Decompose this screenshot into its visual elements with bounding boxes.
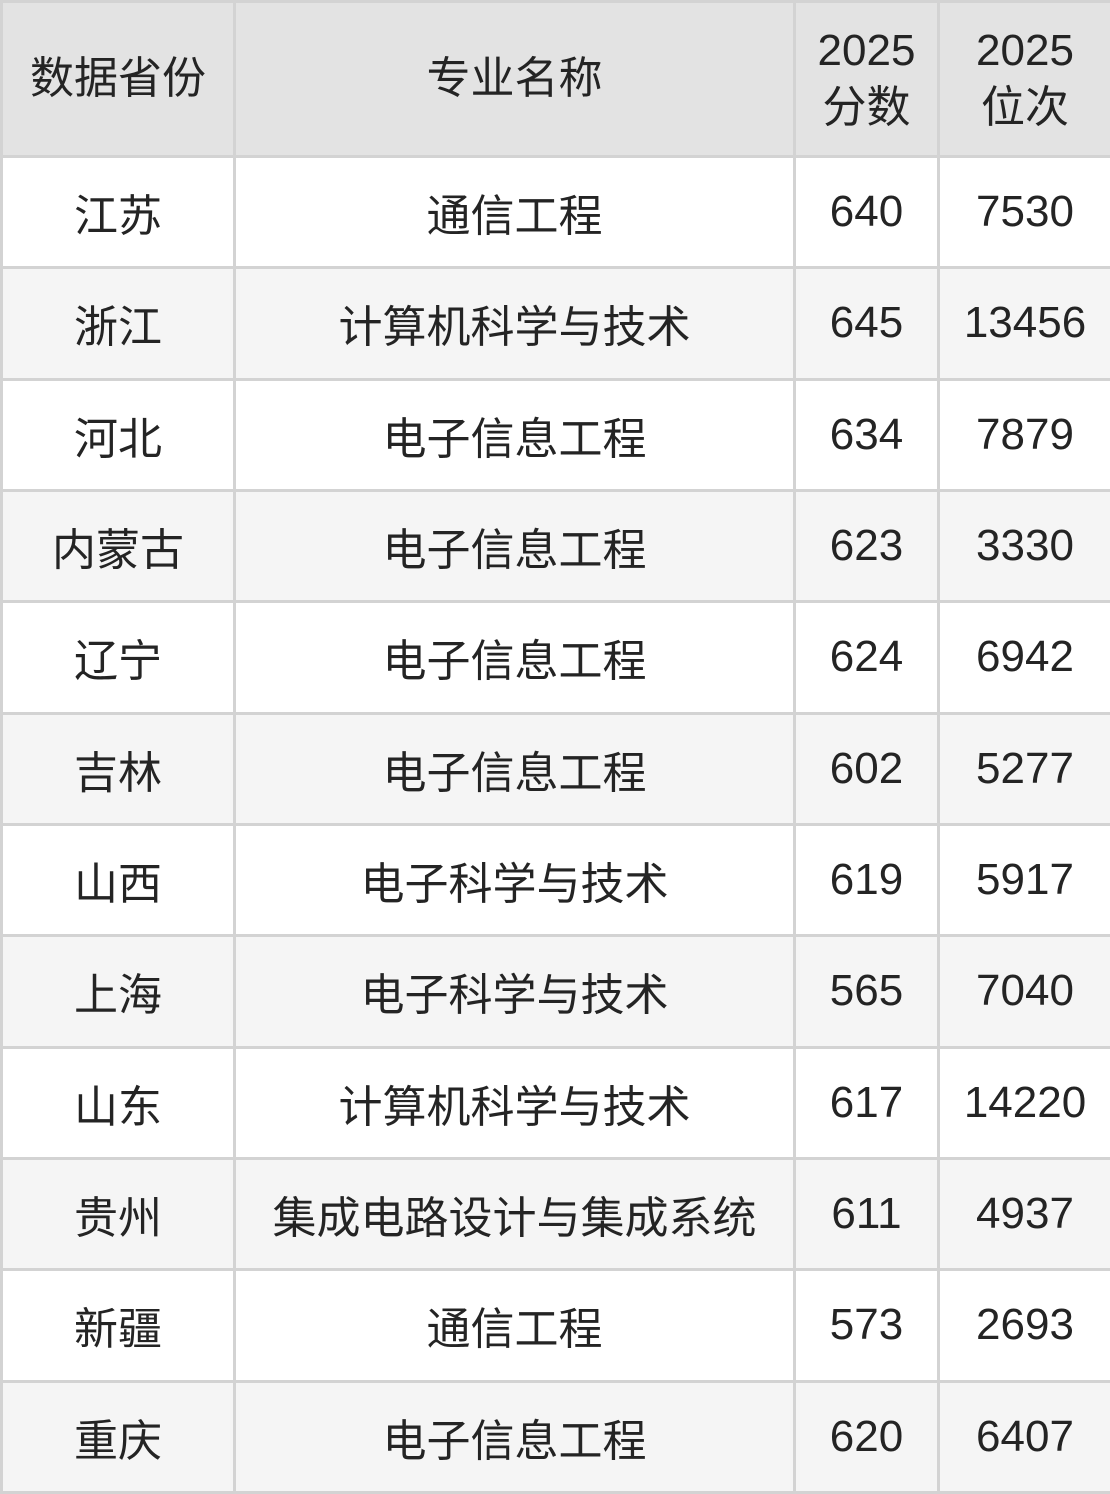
- header-score-year: 2025: [817, 25, 916, 75]
- rank-cell: 14220: [937, 1045, 1110, 1160]
- table-body: 江苏 通信工程 640 7530 浙江 计算机科学与技术 645 13456 河…: [0, 154, 1110, 1494]
- table-row: 山东 计算机科学与技术 617 14220: [0, 1045, 1110, 1160]
- rank-cell: 7530: [937, 154, 1110, 270]
- table-header: 数据省份 专业名称 2025 分数 2025 位次: [0, 0, 1110, 158]
- table-row: 山西 电子科学与技术 619 5917: [0, 822, 1110, 938]
- score-cell: 640: [793, 154, 940, 270]
- province-cell: 河北: [0, 377, 236, 492]
- province-cell: 内蒙古: [0, 488, 236, 604]
- province-cell: 江苏: [0, 154, 236, 270]
- table-row: 上海 电子科学与技术 565 7040: [0, 934, 1110, 1049]
- rank-cell: 7040: [937, 934, 1110, 1049]
- rank-cell: 5277: [937, 711, 1110, 826]
- score-cell: 624: [793, 600, 940, 715]
- rank-cell: 7879: [937, 377, 1110, 492]
- score-cell: 620: [793, 1379, 940, 1494]
- table-row: 重庆 电子信息工程 620 6407: [0, 1379, 1110, 1494]
- score-cell: 645: [793, 266, 940, 381]
- score-cell: 634: [793, 377, 940, 492]
- header-province: 数据省份: [0, 0, 236, 158]
- major-cell: 电子信息工程: [233, 1379, 796, 1494]
- rank-cell: 6407: [937, 1379, 1110, 1494]
- province-cell: 山东: [0, 1045, 236, 1160]
- major-cell: 集成电路设计与集成系统: [233, 1156, 796, 1272]
- table-row: 新疆 通信工程 573 2693: [0, 1268, 1110, 1383]
- major-cell: 电子信息工程: [233, 488, 796, 604]
- score-cell: 565: [793, 934, 940, 1049]
- major-cell: 通信工程: [233, 1268, 796, 1383]
- rank-cell: 3330: [937, 488, 1110, 604]
- province-cell: 辽宁: [0, 600, 236, 715]
- province-cell: 吉林: [0, 711, 236, 826]
- major-cell: 电子信息工程: [233, 377, 796, 492]
- rank-cell: 4937: [937, 1156, 1110, 1272]
- header-rank-label: 位次: [981, 83, 1069, 132]
- major-cell: 通信工程: [233, 154, 796, 270]
- table-row: 贵州 集成电路设计与集成系统 611 4937: [0, 1156, 1110, 1272]
- score-cell: 573: [793, 1268, 940, 1383]
- score-cell: 619: [793, 822, 940, 938]
- major-cell: 计算机科学与技术: [233, 1045, 796, 1160]
- table-row: 江苏 通信工程 640 7530: [0, 154, 1110, 270]
- header-rank-year: 2025: [976, 25, 1074, 75]
- table-row: 辽宁 电子信息工程 624 6942: [0, 600, 1110, 715]
- major-cell: 电子科学与技术: [233, 934, 796, 1049]
- province-cell: 贵州: [0, 1156, 236, 1272]
- header-major: 专业名称: [233, 0, 796, 158]
- province-cell: 重庆: [0, 1379, 236, 1494]
- score-cell: 602: [793, 711, 940, 826]
- rank-cell: 2693: [937, 1268, 1110, 1383]
- score-cell: 611: [793, 1156, 940, 1272]
- header-score-2025: 2025 分数: [793, 0, 940, 158]
- rank-cell: 13456: [937, 266, 1110, 381]
- table-row: 内蒙古 电子信息工程 623 3330: [0, 488, 1110, 604]
- major-cell: 计算机科学与技术: [233, 266, 796, 381]
- score-cell: 623: [793, 488, 940, 604]
- header-score-label: 分数: [822, 83, 911, 132]
- score-cell: 617: [793, 1045, 940, 1160]
- table-row: 吉林 电子信息工程 602 5277: [0, 711, 1110, 826]
- table-row: 浙江 计算机科学与技术 645 13456: [0, 266, 1110, 381]
- header-rank-2025: 2025 位次: [937, 0, 1110, 158]
- province-cell: 山西: [0, 822, 236, 938]
- province-cell: 上海: [0, 934, 236, 1049]
- province-cell: 浙江: [0, 266, 236, 381]
- table-row: 河北 电子信息工程 634 7879: [0, 377, 1110, 492]
- rank-cell: 5917: [937, 822, 1110, 938]
- header-row: 数据省份 专业名称 2025 分数 2025 位次: [0, 0, 1110, 158]
- major-cell: 电子信息工程: [233, 711, 796, 826]
- province-cell: 新疆: [0, 1268, 236, 1383]
- rank-cell: 6942: [937, 600, 1110, 715]
- major-cell: 电子科学与技术: [233, 822, 796, 938]
- major-cell: 电子信息工程: [233, 600, 796, 715]
